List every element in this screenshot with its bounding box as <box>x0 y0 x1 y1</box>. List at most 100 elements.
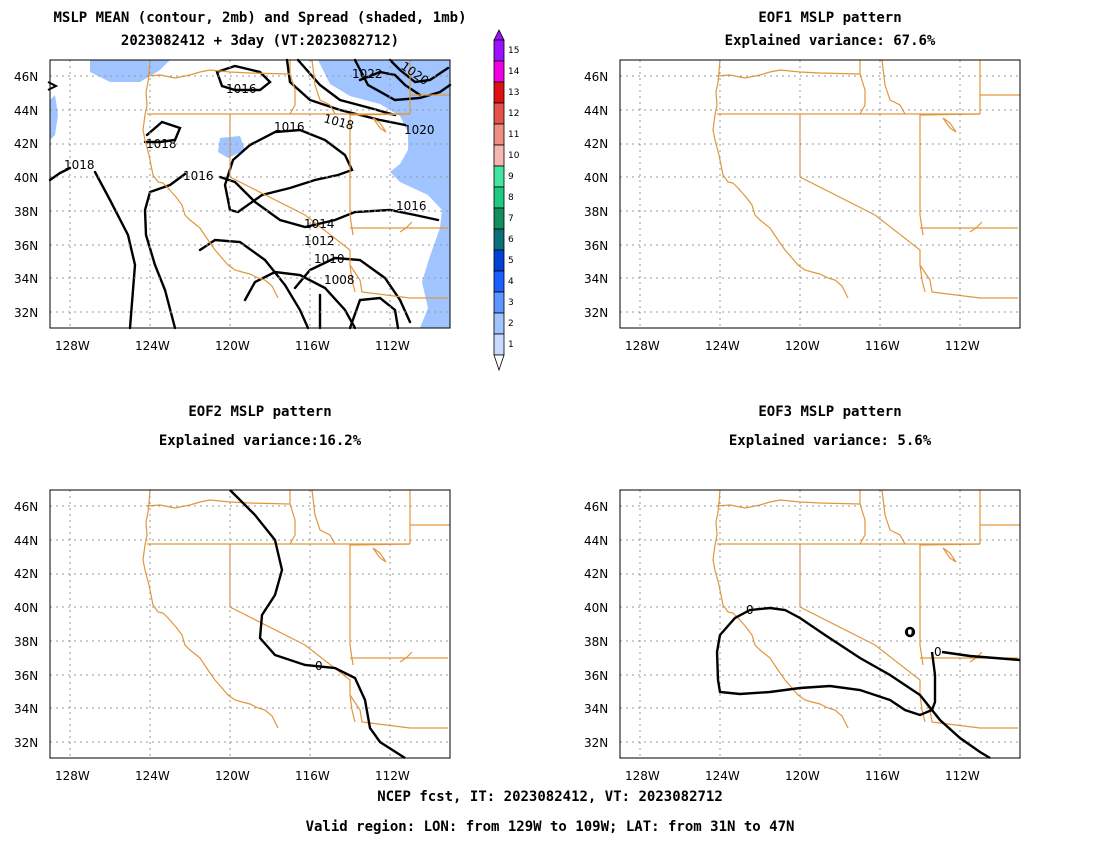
lon-label: 116W <box>295 769 330 783</box>
lat-label: 44N <box>14 534 38 548</box>
lat-label: 46N <box>14 500 38 514</box>
lon-label: 116W <box>865 769 900 783</box>
contour-label: 1010 <box>314 252 345 266</box>
colorbar-label: 13 <box>508 88 519 98</box>
colorbar-label: 1 <box>508 340 514 350</box>
colorbar-label: 2 <box>508 319 514 329</box>
panel1-title: MSLP MEAN (contour, 2mb) and Spread (sha… <box>53 10 467 26</box>
colorbar-swatch <box>493 186 505 209</box>
lat-label: 46N <box>584 70 608 84</box>
colorbar-swatch <box>493 249 505 272</box>
lon-label: 124W <box>705 339 740 353</box>
contour-label: 1014 <box>304 217 335 231</box>
lon-label: 112W <box>375 339 410 353</box>
panel3-eof2-map: 0 46N 44N 42N 40N 38N 36N 34N 32N 128W 1… <box>0 430 470 790</box>
zero-contours <box>715 606 1021 760</box>
panel4-eof3-map: 0 0 0 46N 44N 42N 40N 38N 36N 34N 32N 12… <box>570 430 1040 790</box>
colorbar-swatch <box>493 312 505 335</box>
lat-label: 44N <box>14 104 38 118</box>
contour-label: 1016 <box>183 169 214 183</box>
colorbar-label: 6 <box>508 235 514 245</box>
colorbar-swatch <box>493 60 505 83</box>
lon-label: 116W <box>295 339 330 353</box>
colorbar-swatch <box>493 333 505 356</box>
colorbar-label: 10 <box>508 151 520 161</box>
colorbar-label: 15 <box>508 46 519 56</box>
lat-label: 36N <box>584 669 608 683</box>
grid <box>50 60 450 328</box>
contour-label: 1008 <box>324 273 355 287</box>
lon-label: 112W <box>375 769 410 783</box>
lat-labels-p4: 46N 44N 42N 40N 38N 36N 34N 32N <box>584 500 608 750</box>
lat-label: 44N <box>584 104 608 118</box>
colorbar-label: 11 <box>508 130 519 140</box>
lon-label: 120W <box>785 769 820 783</box>
colorbar-label: 7 <box>508 214 514 224</box>
lat-label: 42N <box>14 567 38 581</box>
lon-labels-p3: 128W 124W 120W 116W 112W <box>55 769 410 783</box>
colorbar-swatch <box>493 228 505 251</box>
lat-label: 42N <box>14 137 38 151</box>
contour-label: 1022 <box>352 67 383 81</box>
lat-label: 32N <box>14 736 38 750</box>
panel1-subtitle: 2023082412 + 3day (VT:2023082712) <box>120 33 400 49</box>
lon-label: 112W <box>945 769 980 783</box>
contour-label: 1012 <box>304 234 335 248</box>
contour-label: 1016 <box>274 120 305 134</box>
panel2-subtitle: Explained variance: 67.6% <box>724 33 936 49</box>
lon-label: 124W <box>135 769 170 783</box>
contour-label: 0 <box>746 603 754 617</box>
lat-label: 38N <box>584 635 608 649</box>
zero-contour <box>229 489 406 760</box>
lat-label: 40N <box>584 171 608 185</box>
lon-label: 120W <box>785 339 820 353</box>
lat-label: 40N <box>14 171 38 185</box>
lat-label: 36N <box>14 669 38 683</box>
lon-label: 128W <box>625 339 660 353</box>
lon-label: 128W <box>625 769 660 783</box>
lat-labels-p2: 46N 44N 42N 40N 38N 36N 34N 32N <box>584 70 608 320</box>
lat-label: 32N <box>584 736 608 750</box>
panel1-mslp-mean-spread-map: 1022 1020 1020 1016 1018 1016 1018 1018 … <box>0 0 530 380</box>
contour-label: 0 <box>906 625 914 639</box>
colorbar-swatch <box>493 144 505 167</box>
lat-label: 38N <box>14 205 38 219</box>
colorbar-label: 8 <box>508 193 514 203</box>
panel2-title: EOF1 MSLP pattern <box>758 10 902 26</box>
lon-labels-p2: 128W 124W 120W 116W 112W <box>625 339 980 353</box>
lat-label: 34N <box>14 272 38 286</box>
colorbar-label: 12 <box>508 109 519 119</box>
lon-label: 128W <box>55 339 90 353</box>
panel2-eof1-map: 46N 44N 42N 40N 38N 36N 34N 32N 128W 124… <box>570 0 1040 380</box>
contour-label: 0 <box>315 659 323 673</box>
lon-label: 120W <box>215 769 250 783</box>
grid <box>50 490 450 758</box>
colorbar-label: 3 <box>508 298 514 308</box>
contour-label: 1016 <box>226 82 257 96</box>
lat-label: 40N <box>584 601 608 615</box>
colorbar-swatch <box>493 123 505 146</box>
lat-label: 42N <box>584 567 608 581</box>
lat-label: 38N <box>14 635 38 649</box>
colorbar-swatch <box>493 291 505 314</box>
lat-label: 32N <box>584 306 608 320</box>
lat-label: 34N <box>584 272 608 286</box>
lat-label: 34N <box>14 702 38 716</box>
lat-label: 36N <box>584 239 608 253</box>
contour-label: 1018 <box>146 137 177 151</box>
colorbar-label: 14 <box>508 67 520 77</box>
spread-colorbar: 15 14 13 12 11 10 9 8 7 6 5 4 3 2 1 <box>493 29 520 372</box>
lat-label: 34N <box>584 702 608 716</box>
panel3-title: EOF2 MSLP pattern <box>188 404 332 420</box>
colorbar-swatch <box>493 270 505 293</box>
grid <box>620 60 1020 328</box>
lat-label: 38N <box>584 205 608 219</box>
colorbar-label: 9 <box>508 172 514 182</box>
contour-label: 1018 <box>64 158 95 172</box>
contour-label: 0 <box>934 645 942 659</box>
panel4-subtitle: Explained variance: 5.6% <box>728 433 932 449</box>
lat-label: 44N <box>584 534 608 548</box>
lat-label: 32N <box>14 306 38 320</box>
contour-label: 1020 <box>404 123 435 137</box>
colorbar-swatch <box>493 39 505 62</box>
